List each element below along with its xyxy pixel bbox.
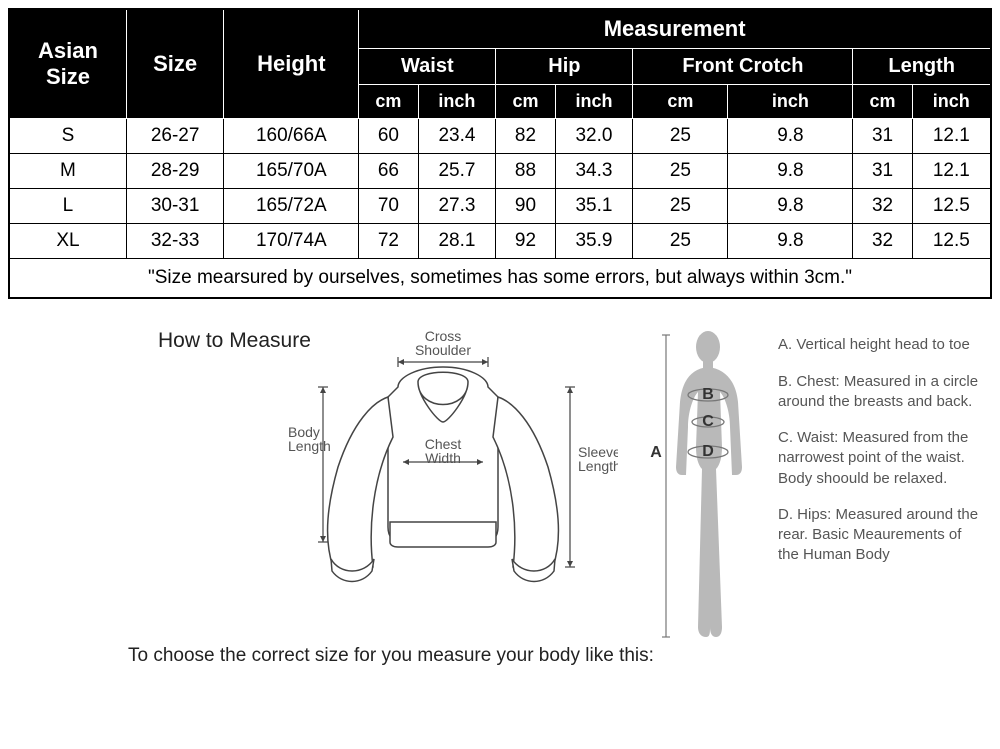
- cell-hip-cm: 82: [496, 119, 555, 154]
- body-diagram: B C D A: [638, 327, 778, 647]
- legend-c: C. Waist: Measured from the narrowest po…: [778, 428, 983, 489]
- cell-waist-in: 25.7: [418, 154, 496, 189]
- cell-len-cm: 32: [853, 189, 912, 224]
- cell-waist-cm: 66: [359, 154, 418, 189]
- cell-len-in: 12.1: [912, 154, 991, 189]
- cell-hip-in: 35.1: [555, 189, 633, 224]
- col-front-crotch: Front Crotch: [633, 49, 853, 85]
- col-hip: Hip: [496, 49, 633, 85]
- legend-d: D. Hips: Measured around the rear. Basic…: [778, 505, 983, 566]
- cell-len-in: 12.5: [912, 224, 991, 259]
- measurement-legend: A. Vertical height head to toe B. Chest:…: [778, 335, 983, 581]
- cell-fc-cm: 25: [633, 224, 728, 259]
- table-row: S 26-27 160/66A 60 23.4 82 32.0 25 9.8 3…: [9, 119, 991, 154]
- col-height: Height: [224, 9, 359, 119]
- cell-hip-in: 35.9: [555, 224, 633, 259]
- size-chart-header: Asian Size Size Height Measurement Waist…: [9, 9, 991, 119]
- unit-cm: cm: [853, 85, 912, 119]
- label-chest-width: ChestWidth: [425, 436, 462, 466]
- how-to-measure-section: How to Measure: [8, 327, 992, 727]
- label-sleeve-length: SleeveLength: [578, 444, 618, 474]
- table-row: XL 32-33 170/74A 72 28.1 92 35.9 25 9.8 …: [9, 224, 991, 259]
- unit-inch: inch: [728, 85, 853, 119]
- cell-asian: XL: [9, 224, 126, 259]
- cell-waist-in: 28.1: [418, 224, 496, 259]
- table-row: L 30-31 165/72A 70 27.3 90 35.1 25 9.8 3…: [9, 189, 991, 224]
- unit-cm: cm: [633, 85, 728, 119]
- size-chart-body: S 26-27 160/66A 60 23.4 82 32.0 25 9.8 3…: [9, 119, 991, 299]
- col-length: Length: [853, 49, 991, 85]
- cell-len-cm: 32: [853, 224, 912, 259]
- unit-cm: cm: [359, 85, 418, 119]
- cell-hip-cm: 90: [496, 189, 555, 224]
- cell-len-in: 12.5: [912, 189, 991, 224]
- legend-b: B. Chest: Measured in a circle around th…: [778, 372, 983, 413]
- table-note-row: "Size mearsured by ourselves, sometimes …: [9, 259, 991, 299]
- shirt-diagram: CrossShoulder BodyLength ChestWidth Slee…: [268, 327, 618, 607]
- table-note: "Size mearsured by ourselves, sometimes …: [9, 259, 991, 299]
- body-letter-c: C: [702, 413, 714, 430]
- body-letter-a: A: [650, 444, 662, 461]
- bottom-caption: To choose the correct size for you measu…: [128, 645, 654, 667]
- cell-fc-cm: 25: [633, 189, 728, 224]
- cell-height: 160/66A: [224, 119, 359, 154]
- cell-size: 28-29: [126, 154, 223, 189]
- cell-asian: M: [9, 154, 126, 189]
- cell-waist-cm: 72: [359, 224, 418, 259]
- cell-waist-cm: 60: [359, 119, 418, 154]
- unit-cm: cm: [496, 85, 555, 119]
- unit-inch: inch: [912, 85, 991, 119]
- cell-fc-cm: 25: [633, 154, 728, 189]
- unit-inch: inch: [555, 85, 633, 119]
- cell-waist-cm: 70: [359, 189, 418, 224]
- cell-fc-in: 9.8: [728, 119, 853, 154]
- col-waist: Waist: [359, 49, 496, 85]
- cell-hip-in: 32.0: [555, 119, 633, 154]
- cell-asian: S: [9, 119, 126, 154]
- body-letter-b: B: [702, 386, 714, 403]
- cell-height: 170/74A: [224, 224, 359, 259]
- label-cross-shoulder: CrossShoulder: [415, 328, 471, 358]
- cell-fc-in: 9.8: [728, 154, 853, 189]
- cell-fc-cm: 25: [633, 119, 728, 154]
- cell-size: 30-31: [126, 189, 223, 224]
- cell-height: 165/72A: [224, 189, 359, 224]
- table-row: M 28-29 165/70A 66 25.7 88 34.3 25 9.8 3…: [9, 154, 991, 189]
- cell-asian: L: [9, 189, 126, 224]
- cell-fc-in: 9.8: [728, 224, 853, 259]
- col-asian-size: Asian Size: [9, 9, 126, 119]
- cell-waist-in: 27.3: [418, 189, 496, 224]
- cell-len-cm: 31: [853, 119, 912, 154]
- cell-fc-in: 9.8: [728, 189, 853, 224]
- cell-hip-cm: 88: [496, 154, 555, 189]
- cell-size: 26-27: [126, 119, 223, 154]
- legend-a: A. Vertical height head to toe: [778, 335, 983, 355]
- cell-hip-cm: 92: [496, 224, 555, 259]
- cell-len-in: 12.1: [912, 119, 991, 154]
- body-letter-d: D: [702, 443, 714, 460]
- label-body-length: BodyLength: [288, 424, 331, 454]
- unit-inch: inch: [418, 85, 496, 119]
- cell-height: 165/70A: [224, 154, 359, 189]
- cell-size: 32-33: [126, 224, 223, 259]
- col-size: Size: [126, 9, 223, 119]
- cell-len-cm: 31: [853, 154, 912, 189]
- col-measurement: Measurement: [359, 9, 991, 49]
- cell-waist-in: 23.4: [418, 119, 496, 154]
- cell-hip-in: 34.3: [555, 154, 633, 189]
- size-chart-table: Asian Size Size Height Measurement Waist…: [8, 8, 992, 299]
